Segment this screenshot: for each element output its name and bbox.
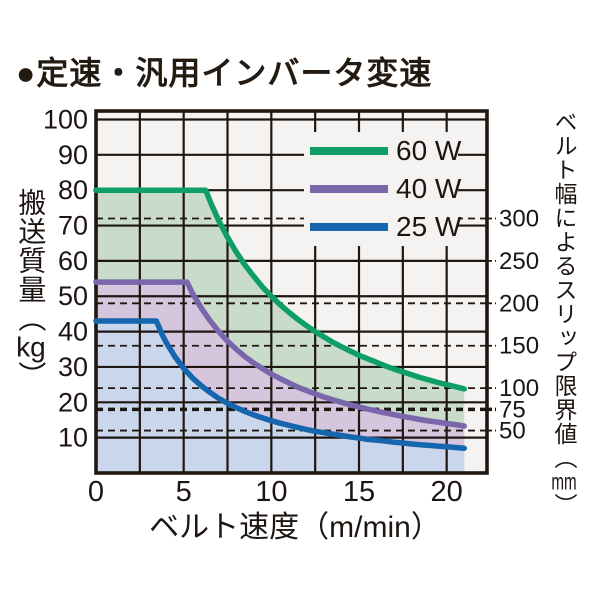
svg-text:60: 60 xyxy=(58,246,88,276)
series-area-3 xyxy=(96,320,465,473)
svg-text:40: 40 xyxy=(58,317,88,347)
y-axis-title-close-paren: ） xyxy=(15,361,47,390)
series-curve-1 xyxy=(93,187,467,392)
legend-item-25w: 25 W xyxy=(304,208,462,246)
y-tick-labels: 10 20 30 40 50 60 70 80 90 100 xyxy=(43,104,88,452)
svg-text:10: 10 xyxy=(255,476,287,508)
svg-text:5: 5 xyxy=(176,476,192,508)
svg-text:200: 200 xyxy=(499,290,539,317)
svg-text:50: 50 xyxy=(499,418,526,445)
legend-swatch-40w xyxy=(310,185,388,193)
legend-swatch-25w xyxy=(310,223,388,231)
chart-title: ●定速・汎用インバータ変速 xyxy=(16,55,433,91)
legend-swatch-60w xyxy=(310,147,388,155)
series-curve-2 xyxy=(93,279,467,429)
right-axis-title: ベルト幅によるスリップ限界値（mm） xyxy=(551,110,577,517)
series-curve-3 xyxy=(93,318,467,452)
svg-text:250: 250 xyxy=(499,248,539,275)
svg-text:10: 10 xyxy=(58,423,88,453)
slip-limit-lines xyxy=(96,217,496,432)
svg-text:75: 75 xyxy=(499,396,526,423)
svg-text:100: 100 xyxy=(499,375,539,402)
legend-label-60w: 60 W xyxy=(396,135,462,166)
svg-text:20: 20 xyxy=(431,476,463,508)
svg-text:150: 150 xyxy=(499,333,539,360)
y-axis-title-unit: kg xyxy=(16,333,46,361)
legend-item-60w: 60 W xyxy=(304,132,462,170)
right-axis-title-close-paren: ） xyxy=(551,493,577,517)
right-axis-title-text: ベルト幅によるスリップ限界値 xyxy=(551,110,577,446)
x-axis-title: ベルト速度（m/min） xyxy=(149,511,441,544)
y-axis-title-text: 搬送質量 xyxy=(15,188,47,304)
series-curves xyxy=(93,187,467,452)
legend: 60 W 40 W 25 W xyxy=(304,132,462,246)
svg-text:50: 50 xyxy=(58,281,88,311)
legend-item-40w: 40 W xyxy=(304,170,462,208)
svg-text:80: 80 xyxy=(58,175,88,205)
svg-text:100: 100 xyxy=(43,104,88,134)
svg-text:0: 0 xyxy=(88,476,104,508)
y-axis-title: 搬送質量（kg） xyxy=(15,188,47,390)
svg-text:30: 30 xyxy=(58,352,88,382)
svg-text:70: 70 xyxy=(58,211,88,241)
legend-label-40w: 40 W xyxy=(396,173,462,204)
svg-text:15: 15 xyxy=(343,476,375,508)
legend-label-25w: 25 W xyxy=(396,211,462,242)
svg-text:300: 300 xyxy=(499,205,539,232)
x-tick-labels: 0 5 10 15 20 xyxy=(88,476,463,508)
y-axis-title-open-paren: （ xyxy=(15,304,47,333)
svg-text:20: 20 xyxy=(58,387,88,417)
svg-text:90: 90 xyxy=(58,140,88,170)
right-axis-title-open-paren: （ xyxy=(551,446,577,470)
right-axis-title-unit: mm xyxy=(551,470,577,493)
plot-border xyxy=(94,109,489,475)
